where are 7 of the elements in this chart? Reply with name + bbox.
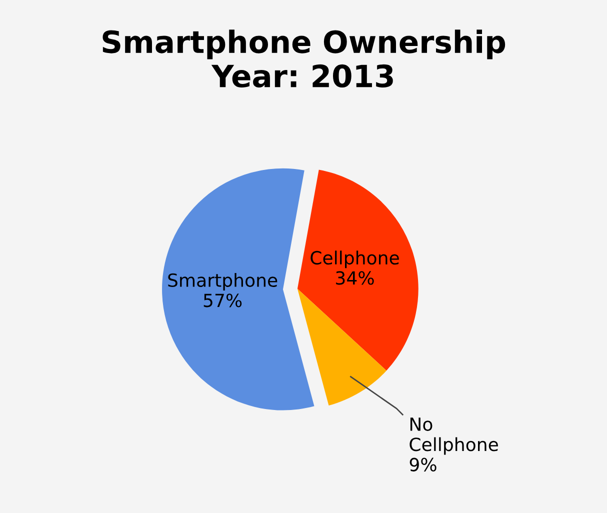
slice-label: Cellphone [310,250,399,268]
slice-label: No Cellphone [410,418,498,455]
chart-title: Smartphone Ownership Year: 2013 [102,30,506,88]
data-label: 57% [204,294,242,308]
data-label: 34% [336,271,374,285]
slice-label: Smartphone [168,273,278,291]
data-label: 9% [410,458,436,472]
